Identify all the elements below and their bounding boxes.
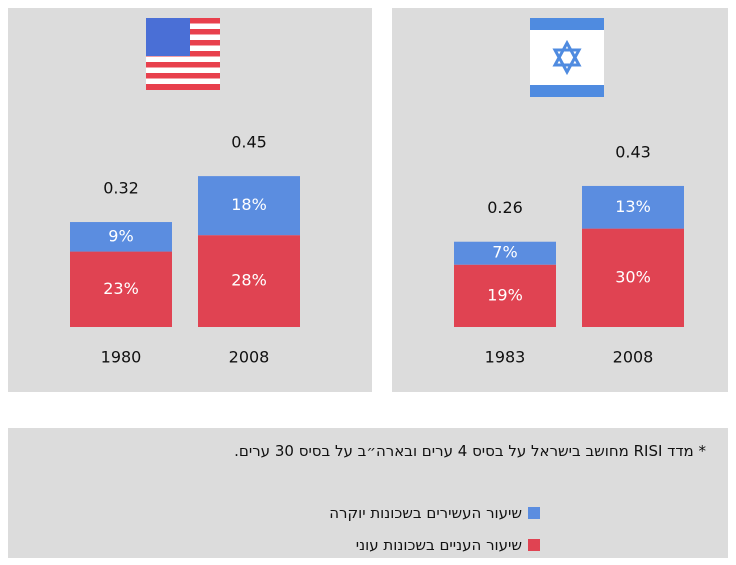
value-label: 18% bbox=[231, 195, 267, 214]
total-label: 0.43 bbox=[615, 142, 651, 161]
bar-segment bbox=[454, 264, 556, 327]
bar-segment bbox=[454, 241, 556, 265]
legend-item: שיעור העשירים בשכונות יוקרה bbox=[329, 504, 540, 522]
legend-swatch bbox=[528, 539, 540, 551]
us-flag bbox=[146, 18, 220, 90]
x-tick-label: 1983 bbox=[485, 348, 526, 367]
value-label: 13% bbox=[615, 197, 651, 216]
total-label: 0.26 bbox=[487, 198, 523, 217]
bar-segment bbox=[70, 222, 172, 252]
charts: 23% 9% 0.32 1980 28% 18% 0.45 2008 19% 7% 0.26 1983… bbox=[8, 8, 728, 392]
bar-segment bbox=[70, 251, 172, 327]
value-label: 23% bbox=[103, 279, 139, 298]
value-label: 7% bbox=[492, 243, 517, 262]
footnote: * מדד RISI מחושב בישראל על בסיס 4 ערים ו… bbox=[234, 442, 706, 460]
legend-item: שיעור העניים בשכונות עוני bbox=[356, 536, 540, 554]
notes-box: * מדד RISI מחושב בישראל על בסיס 4 ערים ו… bbox=[8, 428, 728, 558]
value-label: 19% bbox=[487, 285, 523, 304]
x-tick-label: 2008 bbox=[613, 348, 654, 367]
value-label: 28% bbox=[231, 271, 267, 290]
legend-label: שיעור העשירים בשכונות יוקרה bbox=[329, 504, 522, 522]
value-label: 30% bbox=[615, 267, 651, 286]
bar-segment bbox=[198, 235, 300, 327]
value-label: 9% bbox=[108, 226, 133, 245]
total-label: 0.45 bbox=[231, 133, 267, 152]
total-label: 0.32 bbox=[103, 179, 139, 198]
legend-label: שיעור העניים בשכונות עוני bbox=[355, 536, 522, 554]
bar-segment bbox=[582, 185, 684, 229]
bar-segment bbox=[582, 228, 684, 327]
legend-swatch bbox=[528, 507, 540, 519]
bar-segment bbox=[198, 176, 300, 236]
x-tick-label: 1980 bbox=[101, 348, 142, 367]
israel-flag bbox=[530, 18, 604, 97]
x-tick-label: 2008 bbox=[229, 348, 270, 367]
